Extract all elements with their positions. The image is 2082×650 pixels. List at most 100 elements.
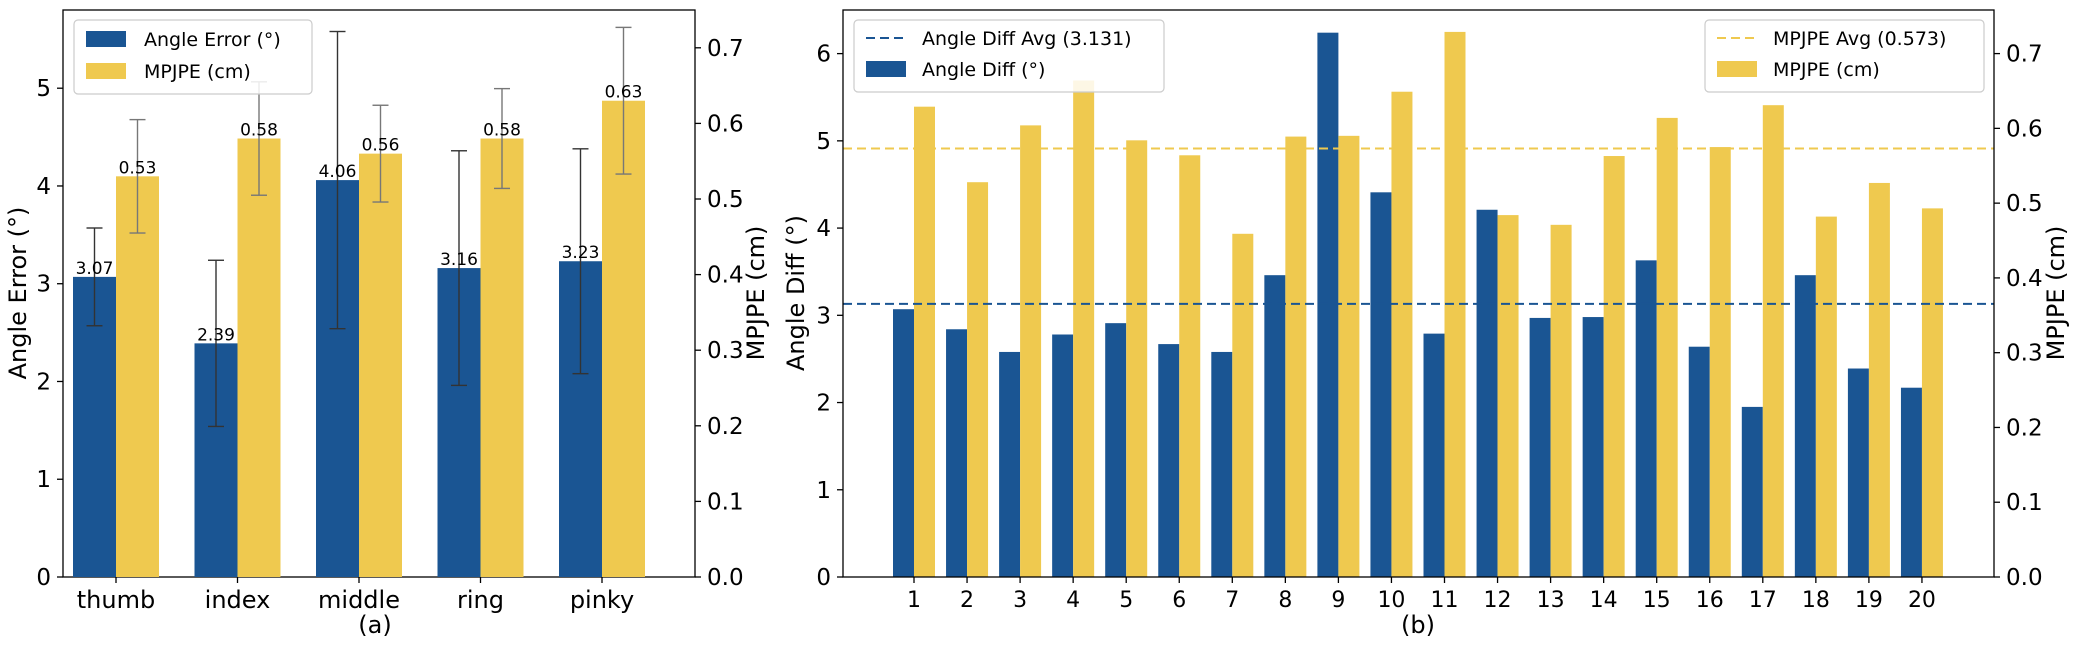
bar-mpjpe-b-12 — [1497, 215, 1519, 577]
errorbar-angle-error-ring — [451, 150, 467, 387]
ytick-b-right-label-0.1: 0.1 — [2006, 490, 2043, 516]
bar-angle-diff-8 — [1264, 275, 1286, 577]
bar-mpjpe-thumb — [116, 176, 159, 577]
bar-mpjpe-b-2 — [967, 182, 989, 577]
bar-angle-diff-7 — [1211, 351, 1233, 577]
legend-label-angle-diff-avg: Angle Diff Avg (3.131) — [922, 28, 1132, 50]
legend-label-angle-diff: Angle Diff (°) — [922, 59, 1045, 81]
bar-angle-diff-5 — [1105, 323, 1127, 577]
xtick-b-label-19: 19 — [1855, 588, 1883, 613]
legend-swatch-angle-diff — [866, 61, 906, 77]
bar-mpjpe-b-18 — [1815, 216, 1837, 577]
label-mpjpe-middle: 0.56 — [362, 136, 400, 156]
ytick-b-right-label-0.0: 0.0 — [2006, 565, 2043, 591]
ytick-right-label-0.3: 0.3 — [707, 338, 744, 364]
legend-label-mpjpe-avg: MPJPE Avg (0.573) — [1773, 28, 1946, 50]
panel-a-legend: Angle Error (°) MPJPE (cm) — [73, 19, 313, 95]
label-angle-error-middle: 4.06 — [319, 162, 357, 182]
bar-mpjpe-b-17 — [1762, 105, 1784, 577]
panel-b-legend-left: Angle Diff Avg (3.131) Angle Diff (°) — [853, 19, 1165, 93]
ytick-b-left-label-4: 4 — [816, 216, 831, 242]
panel-a-x-ticks: thumb index middle ring pinky — [77, 577, 634, 614]
xtick-b-label-12: 12 — [1484, 588, 1512, 613]
ytick-right-label-0.1: 0.1 — [707, 489, 744, 515]
ytick-b-right-label-0.3: 0.3 — [2006, 341, 2043, 367]
ytick-b-left-label-1: 1 — [816, 478, 831, 504]
panel-b-right-ticks: 0.0 0.1 0.2 0.3 0.4 0.5 0.6 0.7 — [1994, 42, 2043, 591]
errorbar-angle-error-thumb — [86, 227, 103, 327]
bar-angle-diff-12 — [1476, 209, 1498, 577]
panel-a-right-ticks: 0.0 0.1 0.2 0.3 0.4 0.5 0.6 0.7 — [695, 36, 744, 591]
ytick-b-right-label-0.5: 0.5 — [2006, 191, 2043, 217]
panel-a: 3.070.532.390.584.060.563.160.583.230.63… — [4, 9, 770, 639]
ytick-right-label-0.5: 0.5 — [707, 187, 744, 213]
label-mpjpe-pinky: 0.63 — [605, 83, 643, 103]
xtick-b-label-5: 5 — [1119, 588, 1133, 613]
ytick-b-left-label-2: 2 — [816, 391, 831, 417]
ytick-right-label-0.7: 0.7 — [707, 36, 744, 62]
errorbar-angle-error-middle — [329, 30, 346, 330]
xtick-label-pinky: pinky — [570, 586, 634, 614]
ytick-left-label-5: 5 — [36, 76, 51, 102]
bar-mpjpe-b-9 — [1338, 135, 1360, 577]
xtick-b-label-14: 14 — [1590, 588, 1618, 613]
legend-swatch-mpjpe — [86, 63, 126, 79]
ytick-left-label-2: 2 — [36, 369, 51, 395]
bar-mpjpe-b-7 — [1232, 233, 1254, 578]
errorbar-mpjpe-thumb — [129, 118, 146, 234]
ytick-b-right-label-0.7: 0.7 — [2006, 42, 2043, 68]
bar-mpjpe-b-11 — [1444, 31, 1466, 578]
xtick-b-label-16: 16 — [1696, 588, 1724, 613]
bar-angle-diff-16 — [1688, 346, 1710, 577]
xtick-b-label-10: 10 — [1377, 588, 1405, 613]
panel-b-ylabel-right: MPJPE (cm) — [2042, 226, 2070, 361]
panel-a-ylabel-right: MPJPE (cm) — [742, 226, 770, 361]
label-mpjpe-ring: 0.58 — [483, 121, 521, 141]
ytick-left-label-0: 0 — [36, 565, 51, 591]
bar-angle-diff-15 — [1635, 260, 1657, 577]
ytick-b-right-label-0.2: 0.2 — [2006, 415, 2043, 441]
bar-mpjpe-b-1 — [914, 106, 935, 578]
bar-mpjpe-b-16 — [1709, 147, 1731, 577]
ytick-left-label-1: 1 — [36, 467, 51, 493]
xtick-b-label-6: 6 — [1172, 588, 1186, 613]
errorbar-angle-error-index — [208, 259, 224, 428]
bar-angle-diff-1 — [893, 309, 914, 577]
bar-mpjpe-b-14 — [1603, 156, 1625, 577]
ytick-left-label-4: 4 — [36, 174, 51, 200]
label-angle-error-thumb: 3.07 — [76, 259, 114, 279]
ytick-b-left-label-6: 6 — [816, 42, 831, 68]
errorbar-mpjpe-pinky — [615, 26, 632, 175]
bar-angle-diff-3 — [999, 351, 1021, 577]
panel-b-x-ticks: 1 2 3 4 5 6 7 8 9 10 11 12 13 14 15 16 17 18 19 20 — [907, 577, 1936, 613]
panel-b-caption: (b) — [1401, 611, 1435, 639]
bar-angle-diff-17 — [1741, 406, 1763, 577]
bar-angle-error-thumb — [73, 276, 116, 577]
bar-mpjpe-pinky — [602, 100, 645, 577]
bar-angle-diff-10 — [1370, 192, 1392, 577]
panel-b-legend-right: MPJPE Avg (0.573) MPJPE (cm) — [1704, 19, 1985, 93]
panel-b-bars — [893, 31, 1943, 578]
ytick-b-left-label-5: 5 — [816, 129, 831, 155]
ytick-b-right-label-0.4: 0.4 — [2006, 266, 2043, 292]
xtick-b-label-7: 7 — [1225, 588, 1239, 613]
panel-a-bars — [73, 100, 645, 577]
bar-angle-diff-14 — [1582, 317, 1604, 577]
xtick-b-label-1: 1 — [907, 588, 921, 613]
bar-mpjpe-b-15 — [1656, 117, 1678, 578]
panel-b-legend-right-box — [1704, 19, 1985, 93]
ytick-right-label-0.0: 0.0 — [707, 565, 744, 591]
panel-a-left-ticks: 0 1 2 3 4 5 — [36, 76, 63, 591]
xtick-b-label-11: 11 — [1431, 588, 1459, 613]
bar-mpjpe-middle — [359, 153, 402, 577]
panel-a-caption: (a) — [358, 611, 391, 639]
label-angle-error-ring: 3.16 — [440, 250, 478, 270]
ytick-b-left-label-3: 3 — [816, 303, 831, 329]
bar-mpjpe-b-4 — [1073, 80, 1095, 577]
xtick-b-label-3: 3 — [1013, 588, 1027, 613]
legend-swatch-mpjpe-b — [1717, 61, 1757, 77]
bar-mpjpe-b-13 — [1550, 224, 1572, 577]
xtick-label-ring: ring — [457, 586, 504, 614]
xtick-label-index: index — [205, 586, 271, 614]
